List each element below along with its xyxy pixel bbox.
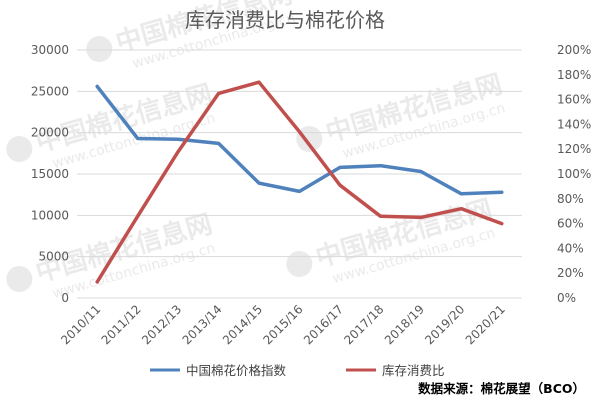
legend: 中国棉花价格指数 库存消费比 xyxy=(150,363,445,378)
right-tick-label: 80% xyxy=(557,192,584,206)
right-tick-label: 0% xyxy=(557,291,576,305)
right-tick-label: 100% xyxy=(557,167,591,181)
x-tick-label: 2012/13 xyxy=(139,302,184,347)
x-tick-label: 2013/14 xyxy=(180,302,225,347)
right-tick-label: 60% xyxy=(557,217,584,231)
gridlines xyxy=(77,49,522,299)
x-tick-label: 2019/20 xyxy=(422,302,467,347)
left-tick-label: 10000 xyxy=(31,208,69,222)
x-tick-label: 2014/15 xyxy=(220,302,265,347)
right-axis-ticks: 0% 20% 40% 60% 80% 100% 120% 140% 160% 180% 200% xyxy=(557,43,591,305)
x-tick-label: 2011/12 xyxy=(99,302,144,347)
x-tick-label: 2017/18 xyxy=(341,302,386,347)
left-tick-label: 5000 xyxy=(38,250,69,264)
source-note: 数据来源：棉花展望（BCO） xyxy=(417,381,585,396)
legend-label-ratio: 库存消费比 xyxy=(382,363,445,378)
left-tick-label: 15000 xyxy=(31,167,69,181)
left-tick-label: 0 xyxy=(61,291,69,305)
left-tick-label: 30000 xyxy=(31,43,69,57)
chart-title: 库存消费比与棉花价格 xyxy=(185,8,385,32)
right-tick-label: 40% xyxy=(557,241,584,255)
right-tick-label: 140% xyxy=(557,117,591,131)
left-axis-ticks: 0 5000 10000 15000 20000 25000 30000 xyxy=(31,43,69,305)
x-axis-ticks: 2010/112011/122012/132013/142014/152015/… xyxy=(58,302,508,347)
x-tick-label: 2020/21 xyxy=(463,302,508,347)
legend-label-price: 中国棉花价格指数 xyxy=(186,363,287,378)
left-tick-label: 25000 xyxy=(31,84,69,98)
series-line-ratio xyxy=(95,80,504,284)
series-line-price xyxy=(95,84,504,196)
x-tick-label: 2018/19 xyxy=(382,302,427,347)
right-tick-label: 120% xyxy=(557,142,591,156)
right-tick-label: 160% xyxy=(557,93,591,107)
left-tick-label: 20000 xyxy=(31,126,69,140)
x-tick-label: 2015/16 xyxy=(260,302,305,347)
x-tick-label: 2016/17 xyxy=(301,302,346,347)
right-tick-label: 20% xyxy=(557,266,584,280)
right-tick-label: 180% xyxy=(557,68,591,82)
series-lines xyxy=(95,80,504,284)
x-tick-label: 2010/11 xyxy=(58,302,103,347)
right-tick-label: 200% xyxy=(557,43,591,57)
